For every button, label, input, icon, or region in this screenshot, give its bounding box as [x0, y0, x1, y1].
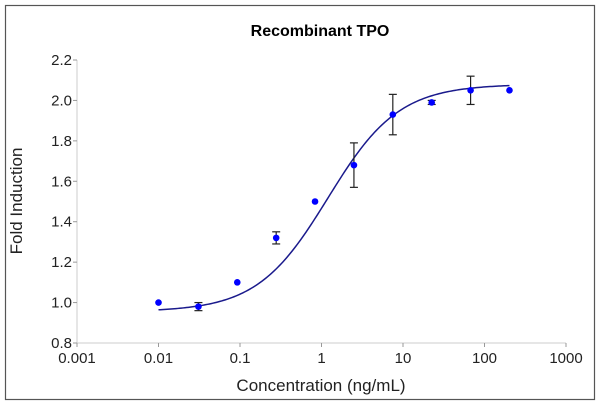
data-point: [428, 99, 436, 106]
y-tick-label: 1.4: [51, 214, 72, 231]
x-tick-label: 1: [317, 350, 325, 367]
y-tick-label: 2.2: [51, 52, 72, 69]
chart-title: Recombinant TPO: [251, 23, 390, 40]
data-point: [155, 299, 162, 306]
x-tick-label: 0.01: [144, 350, 173, 367]
y-tick-label: 2.0: [51, 92, 72, 109]
x-tick-label: 0.1: [230, 350, 251, 367]
data-point: [195, 303, 202, 310]
x-tick-label: 100: [472, 350, 497, 367]
y-axis-label: Fold Induction: [7, 148, 26, 255]
data-point: [389, 111, 397, 118]
y-tick-label: 1.6: [51, 173, 72, 190]
y-tick-label: 1.8: [51, 133, 72, 150]
y-tick-label: 1.2: [51, 254, 72, 271]
x-tick-label: 0.001: [58, 350, 96, 367]
x-tick-label: 1000: [549, 350, 582, 367]
data-point: [467, 87, 474, 94]
y-tick-label: 1.0: [51, 295, 72, 312]
x-axis-label: Concentration (ng/mL): [236, 376, 405, 395]
data-point: [272, 234, 280, 242]
fit-curve: [158, 84, 510, 311]
data-point: [350, 161, 358, 169]
data-point: [506, 87, 513, 94]
chart-frame: [4, 4, 596, 401]
x-tick-label: 10: [395, 350, 412, 367]
y-tick-label: 0.8: [51, 335, 72, 352]
data-point: [233, 279, 241, 286]
data-point: [311, 198, 319, 205]
